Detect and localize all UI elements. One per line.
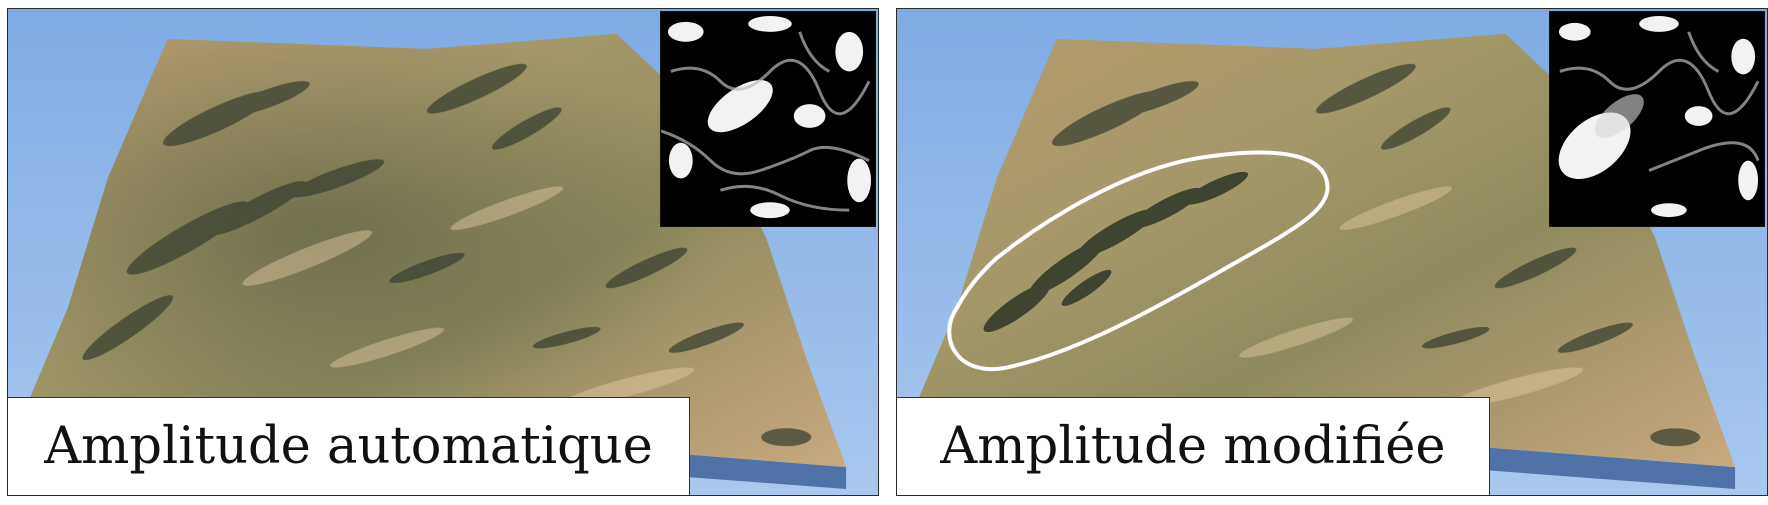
caption-label: Amplitude automatique [8,397,690,495]
terrain-panel-automatic: Amplitude automatique [7,8,879,496]
river-network-map [660,11,876,227]
terrain-panel-modified: Amplitude modifiée [896,8,1768,496]
river-network-map-modified [1549,11,1765,227]
caption-label: Amplitude modifiée [897,397,1490,495]
modified-region-outline [947,150,1330,372]
